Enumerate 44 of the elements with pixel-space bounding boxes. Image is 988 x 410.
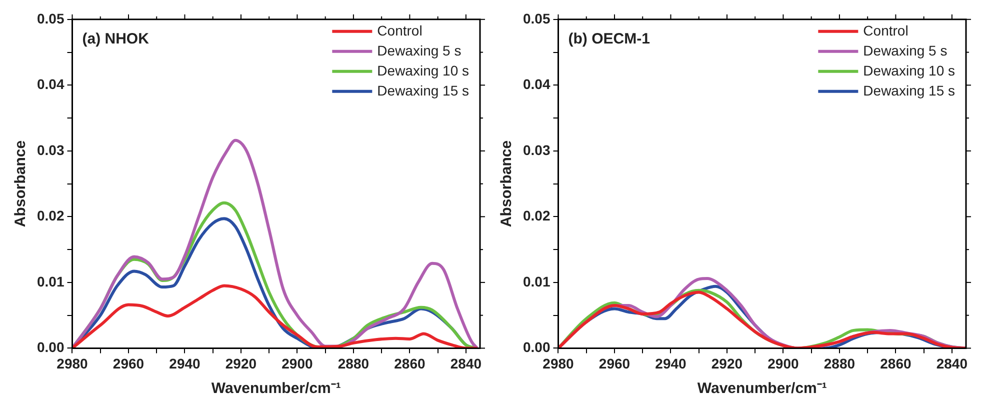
text: (a) NHOK	[82, 30, 150, 48]
legend-label: Dewaxing 10 s	[377, 62, 469, 78]
y-axis-title: Absorbance	[12, 140, 30, 228]
x-tick-label: 2940	[655, 355, 687, 372]
x-tick-label: 2880	[824, 355, 856, 372]
y-tick-label: 0.00	[37, 339, 64, 356]
x-tick-label: 2960	[112, 355, 144, 372]
x-tick-label: 2960	[598, 355, 630, 372]
legend-label: Control	[863, 22, 908, 38]
line-series	[72, 284, 479, 348]
x-tick-label: 2940	[169, 355, 201, 372]
legend-label: Dewaxing 5 s	[377, 42, 462, 58]
x-tick-label: 2880	[338, 355, 370, 372]
x-tick-label: 2840	[450, 355, 482, 372]
x-axis-title: Wavenumber/cm⁻¹	[697, 380, 827, 398]
y-axis-title: Absorbance	[498, 140, 516, 228]
text: (b) OECM-1	[568, 30, 650, 48]
legend-label: Dewaxing 15 s	[377, 82, 469, 98]
legend-label: Dewaxing 5 s	[863, 42, 948, 58]
y-tick-label: 0.04	[523, 76, 550, 92]
x-tick-label: 2920	[711, 355, 743, 372]
x-tick-label: 2980	[56, 355, 88, 372]
x-tick-label: 2920	[225, 355, 257, 372]
y-tick-label: 0.02	[523, 208, 550, 224]
x-tick-label: 2900	[282, 355, 313, 372]
legend-label: Control	[377, 22, 422, 38]
y-tick-label: 0.00	[523, 339, 550, 356]
x-tick-label: 2860	[880, 355, 912, 372]
y-tick-label: 0.01	[37, 273, 64, 290]
y-tick-label: 0.03	[37, 142, 64, 158]
legend-label: Dewaxing 10 s	[863, 62, 955, 78]
line-series	[72, 138, 479, 348]
x-axis-title: Wavenumber/cm⁻¹	[211, 380, 341, 398]
y-tick-label: 0.02	[37, 208, 64, 224]
y-tick-label: 0.05	[523, 10, 550, 26]
y-tick-label: 0.03	[523, 142, 550, 158]
x-tick-label: 2980	[542, 355, 574, 372]
x-tick-label: 2840	[936, 355, 968, 372]
y-tick-label: 0.04	[37, 76, 64, 92]
legend-label: Dewaxing 15 s	[863, 82, 955, 98]
x-tick-label: 2860	[394, 355, 426, 372]
y-tick-label: 0.01	[523, 273, 550, 290]
x-tick-label: 2900	[768, 355, 799, 372]
y-tick-label: 0.05	[37, 10, 64, 26]
